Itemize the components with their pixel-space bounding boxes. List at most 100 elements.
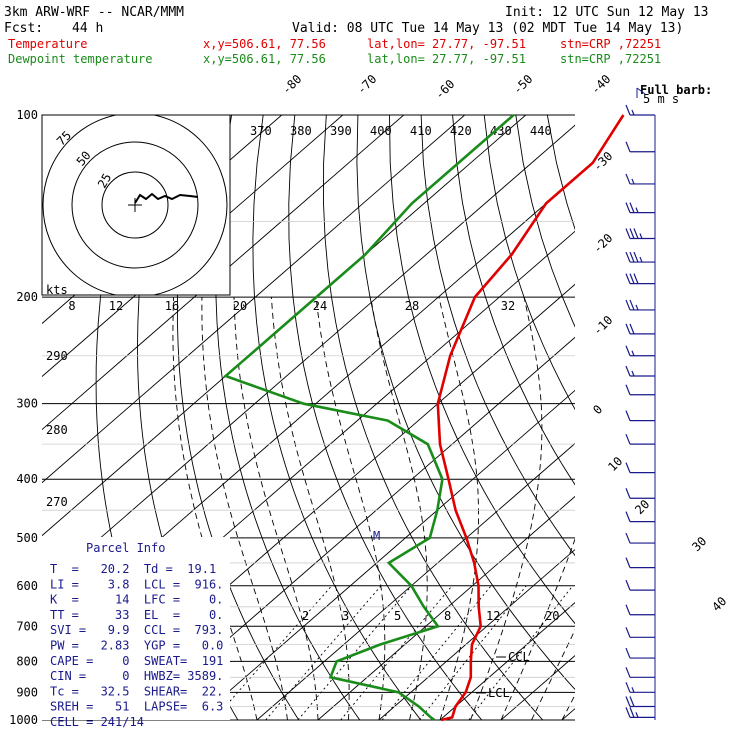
mixing-ratio-label: 5: [394, 609, 401, 623]
pressure-tick-label: 900: [16, 685, 38, 699]
dry-adiabat: [323, 115, 544, 720]
dry-adiabat: [483, 115, 575, 411]
parcel-info-row: TT = 33 EL = 0.: [50, 608, 223, 622]
moist-adiabat: [233, 297, 319, 720]
isotherm: [134, 336, 575, 720]
wind-barb-icon: [625, 604, 655, 616]
moist-adiabat: [561, 694, 575, 720]
pressure-tick-label: 200: [16, 290, 38, 304]
isotherm-label: -40: [588, 72, 613, 97]
dry-adiabat: [215, 115, 361, 720]
legend-temp-xy: x,y=506.61, 77.56: [203, 37, 326, 51]
isotherm-label: -20: [590, 231, 615, 256]
wind-barb-icon: [625, 365, 655, 377]
wind-barb-icon: [625, 488, 655, 499]
wind-barb-icon: [625, 696, 655, 708]
full-barb-sample-icon: [636, 87, 646, 98]
isotherm-label: -50: [510, 72, 535, 97]
full-barb-note: Full barb:: [640, 83, 712, 97]
parcel-info-row: SREH = 51 LAPSE= 6.3: [50, 700, 223, 714]
theta-label: 440: [530, 124, 552, 138]
hodo-speed-tick: 28: [405, 299, 419, 313]
mixing-ratio-line: [381, 585, 492, 720]
isotherm-label: -60: [432, 77, 457, 102]
legend-dewpoint: Dewpoint temperature: [8, 52, 153, 66]
isotherm: [561, 708, 575, 720]
parcel-info-row: T = 20.2 Td = 19.1: [50, 562, 216, 576]
dry-adiabat: [674, 115, 740, 720]
hodo-speed-tick: 32: [501, 299, 515, 313]
wind-barb-icon: [625, 141, 655, 153]
hodo-kts-label: kts: [46, 283, 68, 297]
pressure-tick-label: 600: [16, 579, 38, 593]
legend-temp-stn: stn=CRP ,72251: [560, 37, 661, 51]
fcst-label: Fcst:: [4, 21, 43, 36]
wind-barb-icon: [625, 667, 655, 678]
wind-barb-icon: [625, 345, 655, 357]
dry-adiabat: [515, 115, 575, 328]
isotherm: [256, 442, 575, 720]
marker-lcl: LCL: [488, 686, 510, 700]
wind-barb-icon: [625, 323, 655, 335]
parcel-info-row: CIN = 0 HWBZ= 3589.: [50, 669, 223, 683]
isotherm-label: 20: [632, 497, 652, 517]
parcel-info-row: LI = 3.8 LCL = 916.: [50, 577, 223, 591]
pressure-tick-label: 1000: [9, 713, 38, 727]
dry-adiabat: [642, 115, 740, 720]
full-barb-units: 5 m s: [643, 92, 679, 106]
valid-time: Valid: 08 UTC Tue 14 May 13 (02 MDT Tue …: [292, 21, 683, 36]
wind-barb-icon: [625, 682, 655, 693]
mixing-ratio-label: 20: [545, 609, 559, 623]
wind-barb-icon: [625, 707, 655, 718]
theta-label: 380: [290, 124, 312, 138]
hodograph: 25 50 75 kts: [41, 114, 231, 297]
hodo-speed-tick: 16: [165, 299, 179, 313]
isotherm-label: 10: [605, 454, 625, 474]
mixing-ratio-label: 2: [302, 609, 309, 623]
parcel-info-box: [42, 537, 230, 720]
wind-barb-icon: [625, 532, 655, 544]
wind-barb-icon: [625, 173, 655, 185]
pressure-tick-label: 300: [16, 397, 38, 411]
hodo-speed-tick: 12: [109, 299, 123, 313]
parcel-info-row: CELL = 241/14: [50, 715, 144, 729]
wind-barb-icon: [625, 433, 655, 445]
model-title: 3km ARW-WRF -- NCAR/MMM: [4, 5, 184, 20]
parcel-info-row: CAPE = 0 SWEAT= 191: [50, 654, 223, 668]
wind-barb-icon: [625, 104, 655, 116]
theta-label: 410: [410, 124, 432, 138]
pressure-tick-label: 500: [16, 531, 38, 545]
theta-label-left: 270: [46, 495, 68, 509]
temperature-line: [436, 114, 625, 722]
dewpoint-line: [223, 114, 515, 722]
isotherm-label: -10: [590, 313, 615, 338]
mixing-ratio-label: 12: [486, 609, 500, 623]
pressure-tick-label: 800: [16, 654, 38, 668]
moist-adiabat: [438, 297, 479, 720]
theta-label: 400: [370, 124, 392, 138]
dry-adiabat: [611, 115, 740, 720]
legend-dew-latlon: lat,lon= 27.77, -97.51: [367, 52, 526, 66]
parcel-info-row: K = 14 LFC = 0.: [50, 593, 223, 607]
mixing-ratio-line: [213, 585, 333, 720]
dry-adiabat: [288, 115, 483, 720]
theta-label-left: 290: [46, 349, 68, 363]
isotherm: [317, 495, 575, 720]
wind-barb-icon: [625, 579, 655, 591]
hodo-speed-tick: 24: [313, 299, 327, 313]
isotherm-label: -70: [354, 72, 379, 97]
isotherm: [378, 548, 575, 720]
dry-adiabat: [252, 115, 422, 720]
wind-barb-icon: [625, 462, 655, 474]
parcel-info-row: Tc = 32.5 SHEAR= 22.: [50, 684, 223, 698]
isotherm: [42, 115, 466, 484]
hodograph-trace: [134, 192, 199, 204]
isotherm: [439, 602, 575, 720]
moist-adiabat: [370, 297, 428, 720]
isotherm: [500, 655, 575, 720]
moist-adiabat: [531, 628, 575, 720]
wind-barb-icon: [625, 299, 655, 311]
wind-barbs: [625, 104, 655, 718]
marker-ccl: CCL: [508, 650, 530, 664]
isotherm-label: 30: [689, 534, 709, 554]
